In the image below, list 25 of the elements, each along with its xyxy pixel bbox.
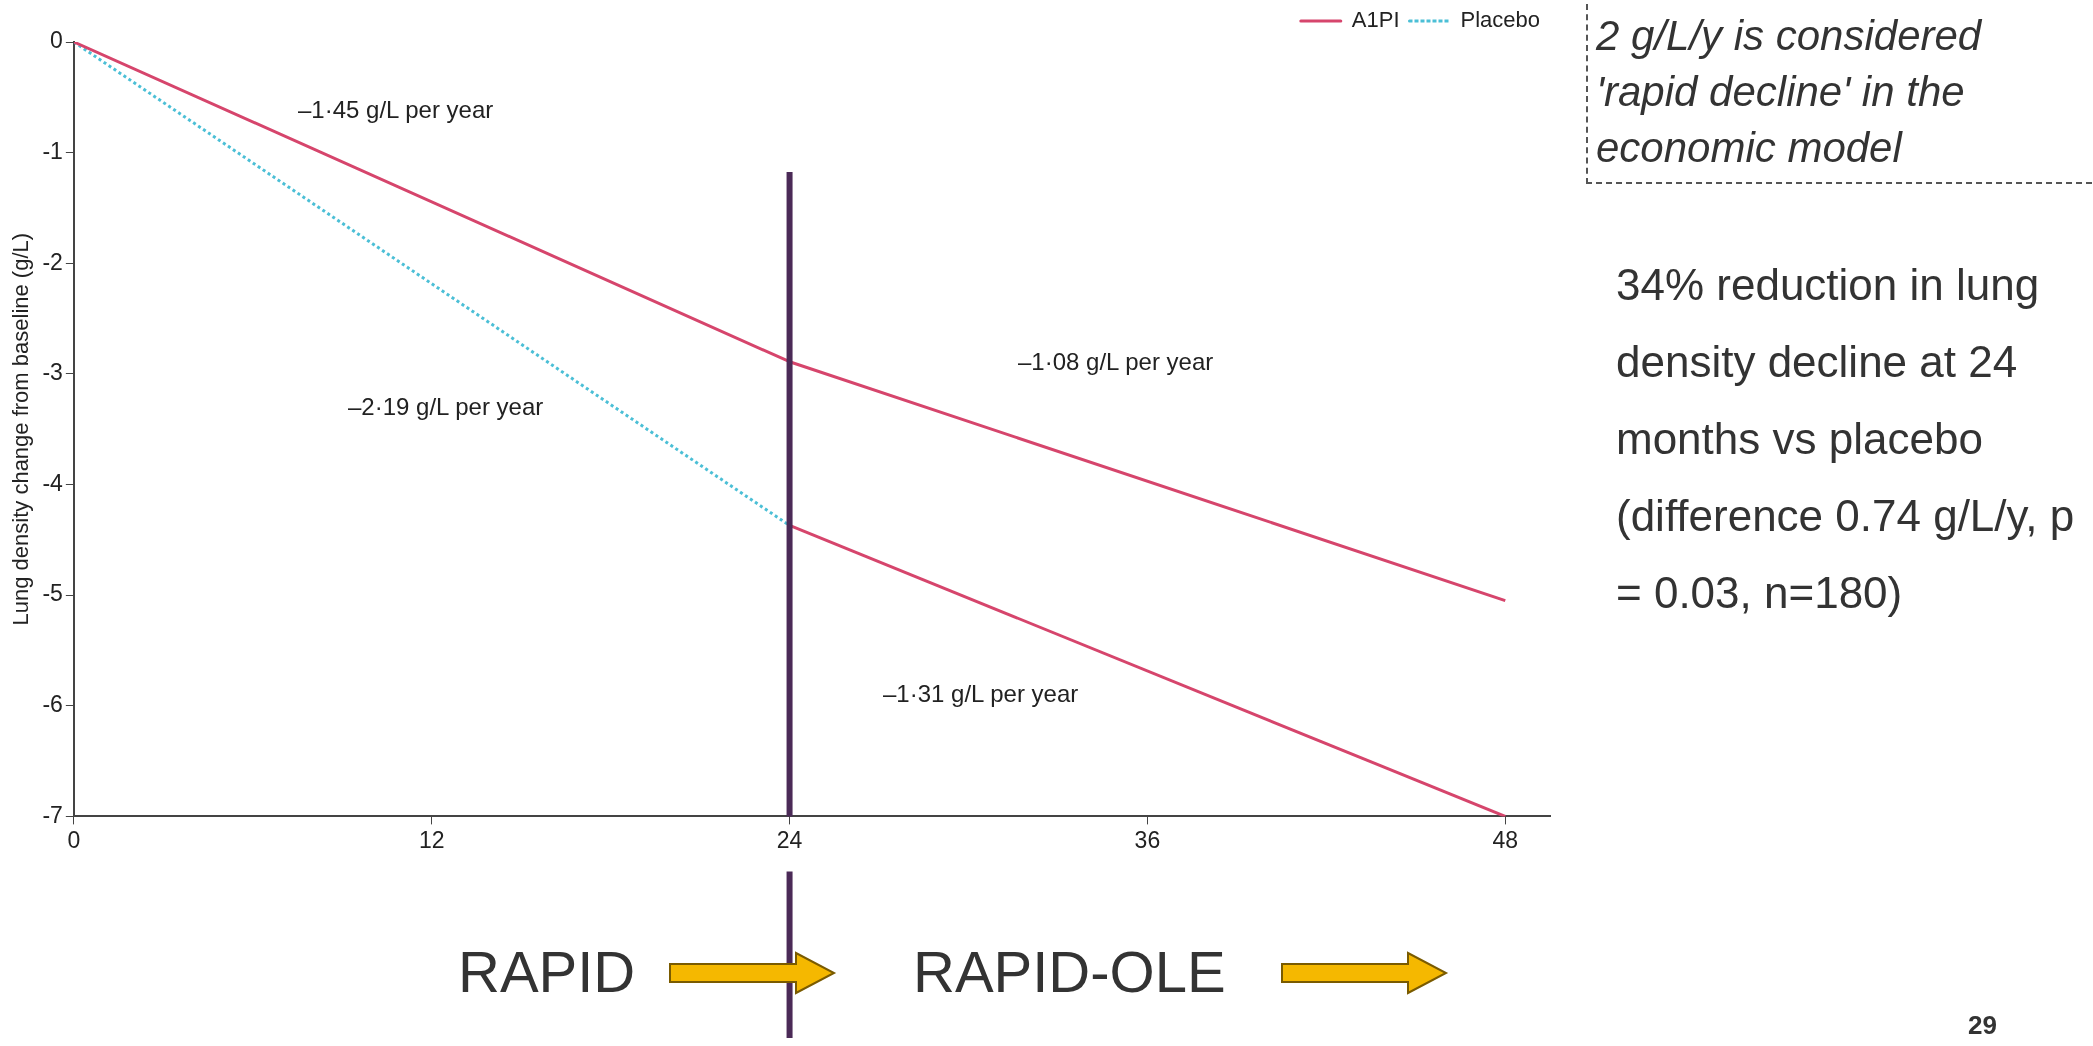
x-tick-label: 24 xyxy=(776,826,803,853)
y-tick-label: -5 xyxy=(42,580,63,607)
y-tick-label: -4 xyxy=(42,469,64,496)
annotation: –1·08 g/L per year xyxy=(1018,348,1214,376)
y-axis-title: Lung density change from baseline (g/L) xyxy=(8,232,34,626)
y-tick-label: -3 xyxy=(42,359,63,386)
x-tick-label: 0 xyxy=(67,826,81,853)
text: RAPID xyxy=(458,938,636,1005)
y-tick-label: -1 xyxy=(42,137,63,164)
text: 34% reduction in lung density decline at 24 months vs placebo (difference 0.74 g/L/y, p = 0.03, n=180) xyxy=(1616,259,2076,619)
text: RAPID-OLE xyxy=(913,938,1226,1005)
text: 2 g/L/y is considered 'rapid decline' in the economic model xyxy=(1586,4,2092,184)
y-tick-label: -6 xyxy=(42,691,63,718)
x-tick-label: 36 xyxy=(1134,826,1161,853)
legend-label: A1PI xyxy=(1351,7,1400,33)
annotation: –2·19 g/L per year xyxy=(348,393,544,421)
x-tick-label: 12 xyxy=(418,826,445,853)
annotation: –1·45 g/L per year xyxy=(298,96,494,124)
annotation: –1·31 g/L per year xyxy=(883,680,1079,708)
y-tick-label: -7 xyxy=(42,801,63,828)
x-tick-label: 48 xyxy=(1492,826,1519,853)
y-tick-label: -2 xyxy=(42,248,63,275)
text: 29 xyxy=(1968,1010,1997,1041)
legend-label: Placebo xyxy=(1460,7,1541,33)
y-tick-label: 0 xyxy=(50,27,63,54)
